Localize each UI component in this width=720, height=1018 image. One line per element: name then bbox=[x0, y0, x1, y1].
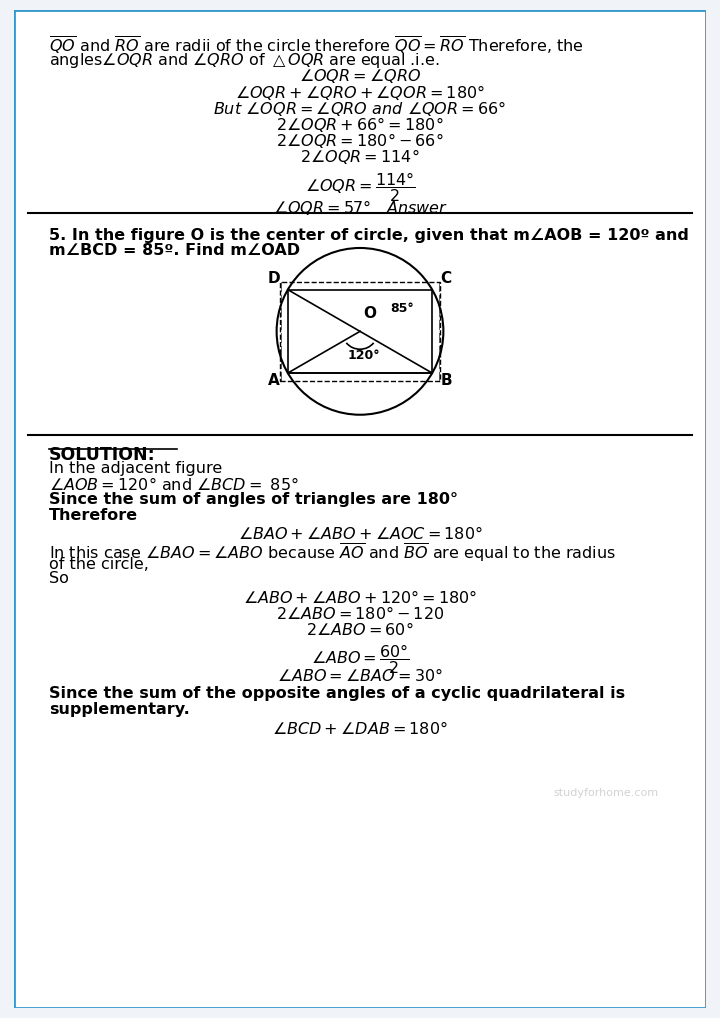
Text: $\angle BCD + \angle DAB = 180°$: $\angle BCD + \angle DAB = 180°$ bbox=[272, 720, 448, 736]
Text: 85°: 85° bbox=[390, 301, 414, 315]
Text: $2\angle OQR = 180° - 66°$: $2\angle OQR = 180° - 66°$ bbox=[276, 131, 444, 150]
Text: $2\angle OQR = 114°$: $2\angle OQR = 114°$ bbox=[300, 147, 420, 166]
Text: $\angle ABO = \dfrac{60°}{2}$: $\angle ABO = \dfrac{60°}{2}$ bbox=[310, 641, 410, 676]
Text: $\angle OQR = \dfrac{114°}{2}$: $\angle OQR = \dfrac{114°}{2}$ bbox=[305, 170, 415, 204]
Text: $\angle OQR = \angle QRO$: $\angle OQR = \angle QRO$ bbox=[299, 67, 421, 86]
Text: $\angle ABO = \angle BAO = 30°$: $\angle ABO = \angle BAO = 30°$ bbox=[277, 667, 443, 684]
Text: supplementary.: supplementary. bbox=[49, 701, 189, 717]
Text: $\angle OQR + \angle QRO + \angle QOR = 180°$: $\angle OQR + \angle QRO + \angle QOR = … bbox=[235, 83, 485, 102]
Text: 120°: 120° bbox=[348, 349, 380, 362]
Text: m∠BCD = 85º. Find m∠OAD: m∠BCD = 85º. Find m∠OAD bbox=[49, 242, 300, 258]
Text: In this case $\angle BAO = \angle ABO$ because $\overline{AO}$ and $\overline{BO: In this case $\angle BAO = \angle ABO$ b… bbox=[49, 541, 616, 564]
Text: O: O bbox=[364, 306, 377, 322]
Text: $\angle OQR = 57°\quad \it{Answer}$: $\angle OQR = 57°\quad \it{Answer}$ bbox=[273, 197, 447, 217]
Text: $2\angle OQR + 66° = 180°$: $2\angle OQR + 66° = 180°$ bbox=[276, 115, 444, 134]
Text: $But\ \angle OQR = \angle QRO\ and\ \angle QOR = 66°$: $But\ \angle OQR = \angle QRO\ and\ \ang… bbox=[213, 99, 507, 118]
Text: $\overline{QO}$ and $\overline{RO}$ are radii of the circle therefore $\overline: $\overline{QO}$ and $\overline{RO}$ are … bbox=[49, 36, 584, 57]
FancyBboxPatch shape bbox=[14, 10, 706, 1008]
Text: $2\angle ABO = 60°$: $2\angle ABO = 60°$ bbox=[306, 621, 414, 637]
Text: $\angle ABO + \angle ABO + 120° = 180°$: $\angle ABO + \angle ABO + 120° = 180°$ bbox=[243, 588, 477, 606]
Text: of the circle,: of the circle, bbox=[49, 557, 149, 572]
Text: 5. In the figure O is the center of circle, given that m∠AOB = 120º and: 5. In the figure O is the center of circ… bbox=[49, 228, 689, 242]
Text: Therefore: Therefore bbox=[49, 508, 138, 523]
Text: $\angle BAO + \angle ABO + \angle AOC = 180°$: $\angle BAO + \angle ABO + \angle AOC = … bbox=[238, 525, 482, 542]
Text: studyforhome.com: studyforhome.com bbox=[554, 788, 659, 798]
Text: C: C bbox=[441, 271, 451, 286]
Text: $2\angle ABO = 180° - 120$: $2\angle ABO = 180° - 120$ bbox=[276, 605, 444, 622]
Text: $\angle AOB = 120°$ and $\angle BCD =\ 85°$: $\angle AOB = 120°$ and $\angle BCD =\ 8… bbox=[49, 476, 299, 493]
Text: In the adjacent figure: In the adjacent figure bbox=[49, 461, 222, 476]
Text: Since the sum of angles of triangles are 180°: Since the sum of angles of triangles are… bbox=[49, 492, 458, 507]
Text: So: So bbox=[49, 571, 69, 585]
Text: B: B bbox=[441, 373, 452, 388]
Text: D: D bbox=[268, 271, 280, 286]
Text: Since the sum of the opposite angles of a cyclic quadrilateral is: Since the sum of the opposite angles of … bbox=[49, 685, 625, 700]
Text: A: A bbox=[268, 373, 280, 388]
Text: SOLUTION:: SOLUTION: bbox=[49, 446, 156, 464]
Text: angles$\angle OQR$ and $\angle QRO$ of $\triangle OQR$ are equal .i.e.: angles$\angle OQR$ and $\angle QRO$ of $… bbox=[49, 51, 439, 70]
